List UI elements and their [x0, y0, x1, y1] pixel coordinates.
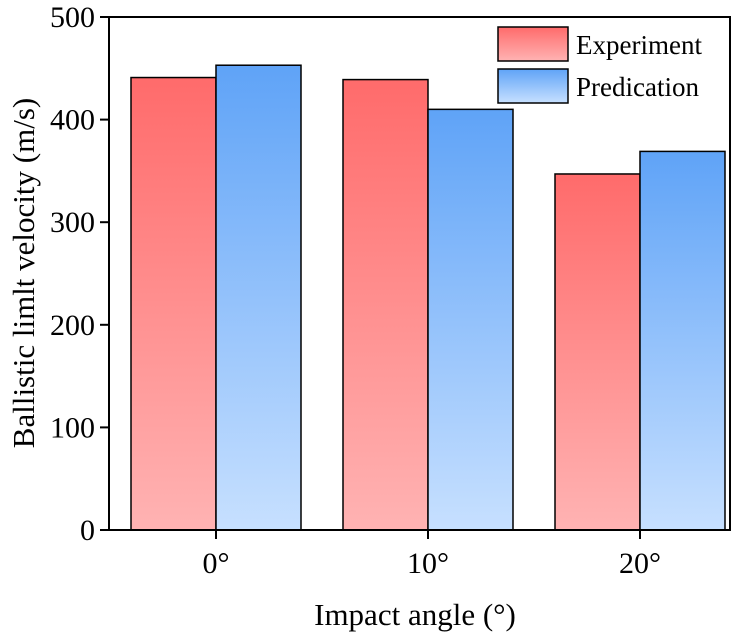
- bar-experiment-0: [130, 76, 217, 531]
- bar-experiment-2: [554, 173, 641, 531]
- legend-swatch-experiment: [497, 26, 569, 62]
- x-tick-label-2: 20°: [619, 547, 661, 580]
- bar-predication-0: [215, 64, 302, 531]
- x-tick-label-0: 0°: [203, 547, 230, 580]
- y-tick-label-200: 200: [50, 309, 95, 342]
- legend: Experiment Predication: [497, 26, 702, 104]
- legend-swatch-predication: [497, 68, 569, 104]
- bars-layer: [130, 64, 726, 531]
- bar-experiment-1: [342, 78, 429, 531]
- y-tick-label-500: 500: [50, 1, 95, 34]
- x-tick-label-1: 10°: [407, 547, 449, 580]
- plot-frame: [108, 16, 731, 531]
- y-tick-label-0: 0: [80, 514, 95, 547]
- bar-predication-1: [427, 108, 514, 531]
- legend-label-predication: Predication: [576, 72, 699, 102]
- y-tick-label-100: 100: [50, 411, 95, 444]
- bar-predication-2: [639, 150, 726, 531]
- axis-layer: 0 100 200 300 400 500 0° 10° 20°: [50, 1, 661, 580]
- y-axis-title: Ballistic limlt velocity (m/s): [6, 98, 41, 448]
- y-tick-label-300: 300: [50, 206, 95, 239]
- x-axis-title: Impact angle (°): [314, 597, 516, 632]
- y-tick-label-400: 400: [50, 104, 95, 137]
- legend-label-experiment: Experiment: [576, 30, 702, 60]
